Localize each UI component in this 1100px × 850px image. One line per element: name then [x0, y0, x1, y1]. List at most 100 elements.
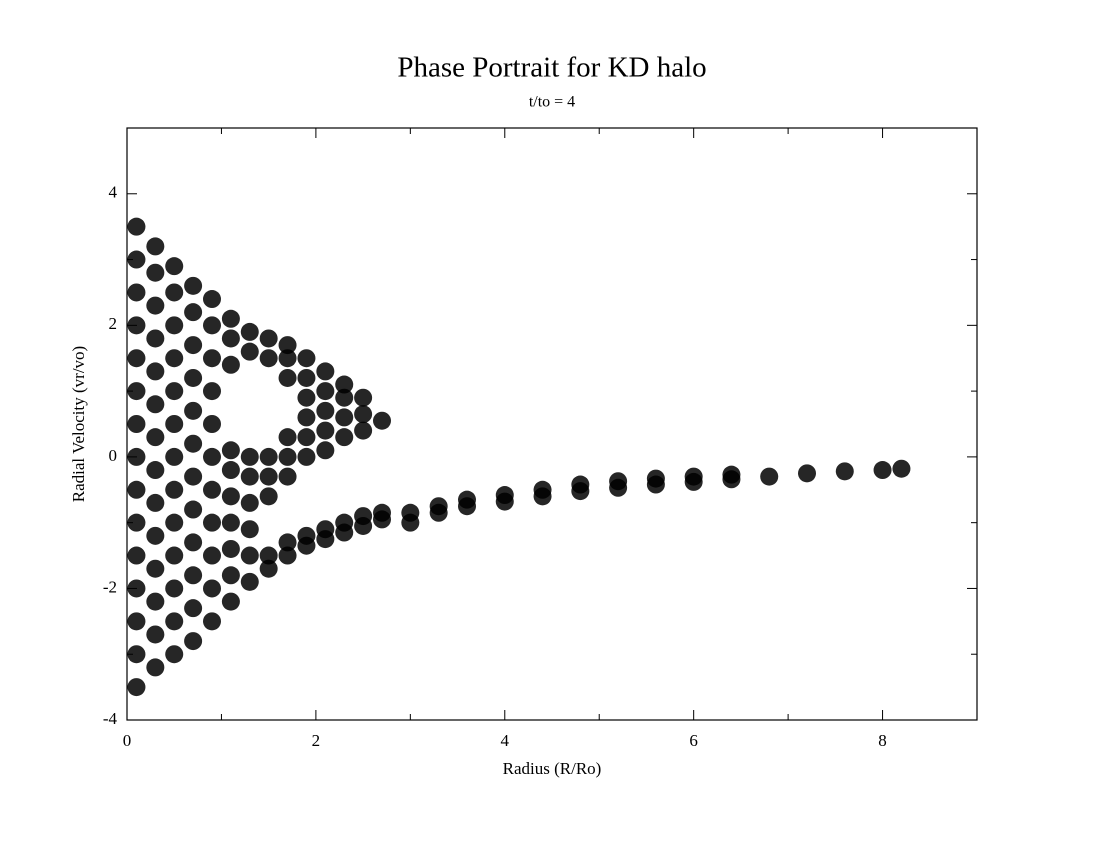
data-point: [203, 382, 221, 401]
data-point: [127, 612, 146, 631]
data-point: [240, 467, 259, 486]
data-point: [221, 441, 240, 460]
x-tick-label: 6: [689, 731, 698, 750]
data-point: [297, 428, 316, 447]
chart-subtitle: t/to = 4: [529, 94, 575, 111]
data-point: [184, 533, 203, 552]
data-point: [184, 632, 203, 651]
data-point: [354, 421, 373, 440]
data-point: [184, 500, 203, 519]
x-tick-label: 2: [312, 731, 321, 750]
data-point: [165, 645, 184, 664]
data-point: [221, 513, 240, 532]
x-tick-label: 8: [878, 731, 887, 750]
data-point: [240, 520, 259, 539]
plot-frame: [126, 127, 978, 721]
data-point: [316, 401, 335, 420]
data-point: [165, 316, 184, 335]
data-point: [127, 250, 146, 269]
data-point: [798, 464, 816, 483]
data-point: [354, 507, 373, 526]
data-point: [221, 566, 240, 585]
data-point: [184, 368, 203, 387]
data-point: [184, 467, 203, 486]
data-point: [203, 579, 221, 598]
data-point: [184, 599, 203, 618]
data-point: [127, 678, 146, 697]
data-point: [297, 368, 316, 387]
data-point: [165, 480, 184, 499]
data-point: [221, 355, 240, 374]
data-point: [240, 322, 259, 341]
data-point: [278, 467, 297, 486]
data-point: [354, 405, 373, 424]
data-point: [165, 283, 184, 302]
data-point: [335, 513, 354, 532]
data-point: [127, 349, 146, 368]
data-point: [203, 513, 221, 532]
data-point: [146, 592, 165, 611]
data-point: [127, 579, 146, 598]
data-point: [184, 336, 203, 355]
data-point: [146, 237, 165, 256]
data-point: [146, 296, 165, 315]
data-point: [127, 316, 146, 335]
data-point: [127, 217, 146, 236]
data-point: [429, 497, 448, 516]
data-point: [165, 513, 184, 532]
data-point: [646, 469, 665, 488]
data-point: [146, 559, 165, 578]
data-point: [165, 415, 184, 433]
data-point: [165, 382, 184, 401]
data-point: [184, 401, 203, 420]
data-point: [165, 612, 184, 631]
data-point: [297, 388, 316, 407]
data-point: [165, 257, 184, 276]
data-point: [184, 434, 203, 453]
data-point: [892, 459, 911, 478]
data-point: [221, 309, 240, 328]
data-point: [684, 467, 703, 486]
data-point: [335, 388, 354, 407]
data-point: [259, 467, 278, 486]
data-point: [240, 493, 259, 512]
data-point: [335, 428, 354, 447]
data-point: [127, 480, 146, 499]
data-point: [278, 336, 297, 355]
data-point: [373, 411, 391, 430]
data-point: [203, 316, 221, 335]
data-point: [297, 408, 316, 427]
data-point: [316, 520, 335, 539]
data-point: [278, 533, 297, 552]
data-point: [203, 415, 221, 433]
data-point: [146, 526, 165, 545]
data-point: [203, 349, 221, 368]
data-point: [373, 503, 391, 522]
data-point: [165, 579, 184, 598]
data-point: [259, 559, 278, 578]
data-point: [259, 546, 278, 565]
y-tick-label: -4: [103, 709, 118, 728]
data-point: [203, 612, 221, 631]
data-point: [184, 276, 203, 295]
data-point: [240, 572, 259, 591]
data-point: [221, 329, 240, 348]
data-point: [146, 362, 165, 381]
y-axis-label: Radial Velocity (vr/vo): [69, 346, 88, 502]
data-point: [760, 467, 779, 486]
data-point: [127, 645, 146, 664]
data-point: [354, 388, 373, 407]
data-point: [146, 625, 165, 644]
data-point: [146, 658, 165, 677]
data-point: [221, 539, 240, 558]
data-point: [278, 447, 297, 466]
data-point: [401, 503, 420, 522]
data-point: [316, 362, 335, 381]
data-point: [571, 475, 590, 494]
data-point: [146, 428, 165, 447]
data-point: [609, 472, 628, 491]
data-point: [127, 283, 146, 302]
data-point: [184, 566, 203, 585]
